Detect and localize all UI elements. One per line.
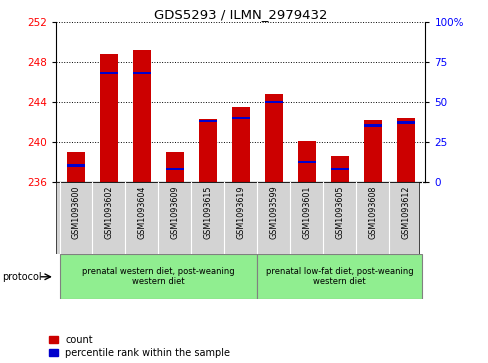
Text: GSM1093601: GSM1093601 (302, 185, 311, 238)
Bar (231, 117, 249, 119)
Text: GSM1093619: GSM1093619 (236, 185, 245, 238)
Bar (330, 168, 348, 170)
Bar (297, 161, 315, 163)
Bar (257, 254, 421, 299)
Bar (133, 72, 151, 74)
Text: prenatal low-fat diet, post-weaning
western diet: prenatal low-fat diet, post-weaning west… (265, 267, 413, 286)
Bar (363, 125, 381, 127)
Bar (297, 140, 315, 182)
Bar (133, 50, 151, 182)
Bar (396, 118, 414, 182)
Bar (330, 156, 348, 182)
Bar (165, 168, 183, 170)
Text: GSM1093600: GSM1093600 (71, 185, 81, 238)
Text: GSM1093609: GSM1093609 (170, 185, 179, 238)
Text: GSM1093615: GSM1093615 (203, 185, 212, 238)
Bar (396, 121, 414, 123)
Text: GSM1093612: GSM1093612 (400, 185, 409, 238)
Legend: count, percentile rank within the sample: count, percentile rank within the sample (49, 335, 230, 358)
Bar (363, 120, 381, 182)
Bar (231, 107, 249, 182)
Bar (60, 254, 257, 299)
Bar (264, 101, 282, 103)
Bar (67, 164, 85, 167)
Text: GSM1093605: GSM1093605 (335, 185, 344, 238)
Text: GSM1093599: GSM1093599 (269, 185, 278, 239)
Text: GSM1093602: GSM1093602 (104, 185, 113, 238)
Bar (199, 119, 217, 182)
Text: GSM1093604: GSM1093604 (137, 185, 146, 238)
Text: protocol: protocol (2, 272, 42, 282)
Text: prenatal western diet, post-weaning
western diet: prenatal western diet, post-weaning west… (82, 267, 234, 286)
Bar (100, 54, 118, 182)
Bar (100, 72, 118, 74)
Bar (165, 152, 183, 182)
Text: GSM1093608: GSM1093608 (367, 185, 376, 238)
Bar (264, 94, 282, 182)
Bar (199, 120, 217, 122)
Title: GDS5293 / ILMN_2979432: GDS5293 / ILMN_2979432 (154, 8, 327, 21)
Bar (67, 152, 85, 182)
